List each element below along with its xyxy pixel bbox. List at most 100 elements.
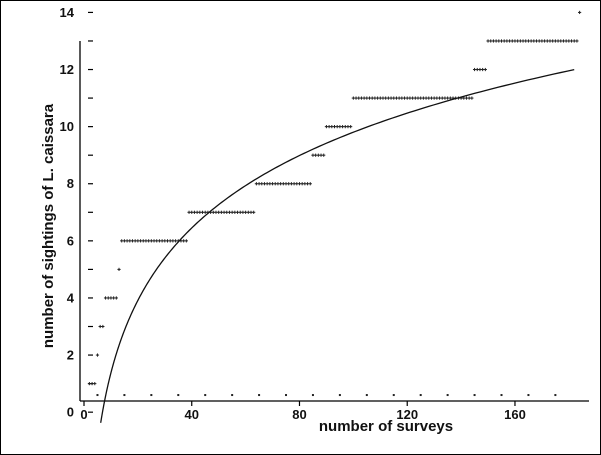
data-point — [120, 239, 124, 243]
baseline-dot — [150, 394, 153, 397]
data-point — [252, 210, 256, 214]
data-point — [467, 96, 471, 100]
data-point — [262, 182, 267, 186]
data-point — [101, 324, 105, 329]
data-point — [510, 39, 514, 43]
data-point — [95, 353, 100, 357]
data-point — [343, 125, 347, 129]
data-point — [338, 125, 342, 129]
data-point — [429, 96, 434, 100]
data-point — [505, 39, 509, 43]
baseline-dot — [419, 394, 422, 397]
data-point — [359, 96, 364, 100]
baseline-dot — [123, 394, 126, 397]
data-point — [249, 210, 253, 214]
data-point — [567, 39, 571, 43]
data-point — [572, 39, 576, 43]
baseline-dot — [96, 394, 99, 397]
y-tick-label: 0 — [67, 405, 74, 420]
data-point — [230, 210, 234, 214]
data-point — [384, 96, 388, 100]
data-point — [419, 96, 423, 100]
y-axis-ticks: 0 2 4 6 8 10 12 14 — [60, 5, 93, 420]
x-tick-label: 40 — [185, 407, 199, 422]
data-point — [440, 96, 444, 100]
data-point — [446, 96, 450, 100]
data-point — [378, 96, 382, 100]
data-point — [192, 210, 197, 214]
data-point — [427, 96, 431, 100]
data-point — [203, 210, 207, 214]
data-point — [551, 39, 555, 43]
data-point — [502, 39, 506, 43]
data-point — [297, 182, 302, 186]
data-point — [340, 125, 345, 129]
data-point — [308, 182, 312, 186]
data-point — [472, 67, 477, 72]
data-point — [303, 182, 307, 186]
data-point — [575, 39, 579, 43]
baseline-dot — [446, 394, 449, 397]
data-point — [287, 182, 291, 186]
data-point — [270, 182, 275, 186]
data-point — [491, 39, 496, 43]
data-point — [90, 382, 94, 386]
data-point — [106, 296, 110, 300]
data-point — [235, 210, 240, 214]
baseline-dot — [311, 394, 314, 397]
data-point — [130, 239, 135, 243]
data-point — [411, 96, 415, 100]
data-point — [556, 39, 560, 43]
x-axis-ticks: 0 40 80 120 160 — [80, 401, 526, 422]
data-point — [254, 182, 258, 186]
x-tick-label: 120 — [396, 407, 418, 422]
y-tick-label: 10 — [60, 119, 74, 134]
data-point — [375, 96, 380, 100]
data-point — [386, 96, 390, 100]
data-point — [335, 125, 339, 129]
baseline-dot — [258, 394, 261, 397]
data-point — [413, 96, 417, 100]
baseline-dot — [473, 394, 476, 397]
data-point — [389, 96, 393, 100]
data-point — [227, 210, 232, 214]
data-point — [327, 125, 331, 129]
data-points — [87, 10, 582, 386]
data-point — [569, 39, 574, 43]
data-point — [324, 125, 329, 129]
data-point — [351, 96, 355, 100]
data-point — [462, 96, 466, 100]
data-point — [518, 39, 522, 43]
data-point — [402, 96, 407, 100]
data-point — [149, 239, 153, 243]
data-point — [367, 96, 372, 100]
data-point — [190, 210, 194, 214]
data-point — [559, 39, 563, 43]
data-point — [578, 10, 582, 15]
data-point — [114, 296, 118, 300]
data-point — [211, 210, 215, 214]
data-point — [513, 39, 517, 43]
data-point — [260, 182, 264, 186]
data-point — [362, 96, 366, 100]
data-point — [305, 182, 310, 186]
data-point — [98, 324, 102, 329]
x-tick-label: 0 — [80, 407, 87, 422]
data-point — [553, 39, 557, 43]
data-point — [112, 296, 116, 300]
data-point — [225, 210, 229, 214]
baseline-dot — [204, 394, 207, 397]
data-point — [332, 125, 337, 129]
data-point — [214, 210, 218, 214]
data-point — [494, 39, 498, 43]
data-point — [292, 182, 296, 186]
data-point — [222, 210, 226, 214]
data-point — [540, 39, 544, 43]
data-point — [200, 210, 205, 214]
data-point — [365, 96, 369, 100]
data-point — [165, 239, 170, 243]
data-point — [561, 39, 566, 43]
data-point — [217, 210, 221, 214]
data-point — [537, 39, 541, 43]
